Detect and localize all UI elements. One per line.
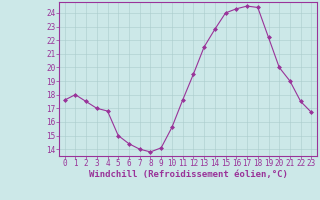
X-axis label: Windchill (Refroidissement éolien,°C): Windchill (Refroidissement éolien,°C) [89, 170, 287, 179]
